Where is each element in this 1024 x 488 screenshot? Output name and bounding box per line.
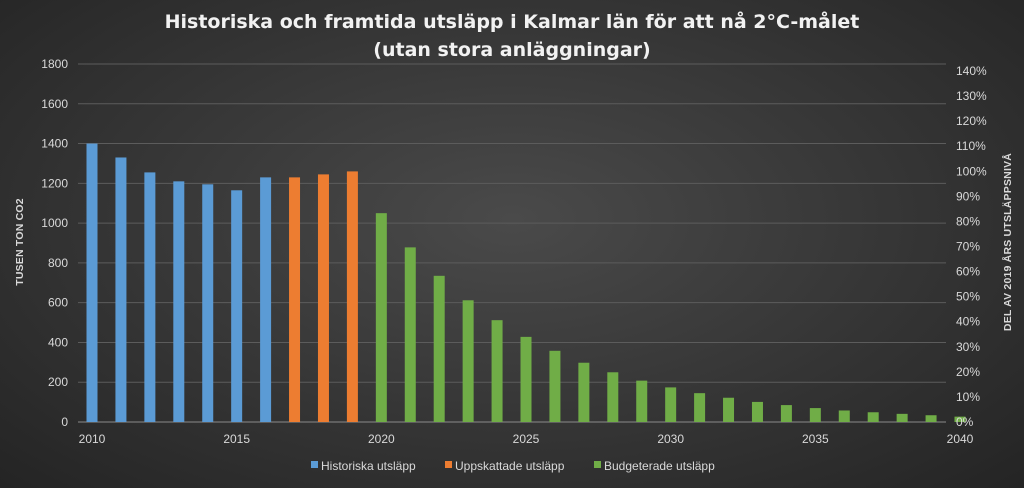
y2-tick-label: 70%: [956, 240, 980, 254]
bar: [346, 171, 358, 422]
y2-tick-label: 0%: [956, 415, 974, 429]
bar: [86, 143, 98, 423]
bar: [896, 413, 908, 422]
bar: [231, 190, 243, 422]
y2-tick-label: 30%: [956, 340, 980, 354]
x-tick-label: 2040: [947, 432, 974, 446]
legend-swatch: [445, 461, 452, 468]
bar: [607, 372, 619, 422]
bar: [260, 177, 272, 422]
gridlines: [78, 63, 946, 423]
y2-tick-label: 140%: [956, 64, 987, 78]
y2-tick-label: 80%: [956, 214, 980, 228]
bar: [404, 247, 416, 422]
x-tick-label: 2030: [657, 432, 684, 446]
x-tick-label: 2025: [513, 432, 540, 446]
bar: [289, 177, 301, 422]
y-tick-label: 1600: [41, 97, 68, 111]
legend: Historiska utsläpp Uppskattade utsläpp Bud…: [311, 459, 715, 473]
bar: [520, 336, 532, 422]
bar: [115, 157, 127, 422]
x-tick-label: 2010: [79, 432, 106, 446]
chart-title-line1: Historiska och framtida utsläpp i Kalmar…: [165, 9, 860, 33]
bar: [636, 380, 648, 422]
bar: [317, 174, 329, 422]
bar: [809, 408, 821, 422]
bar: [723, 397, 735, 422]
bar: [838, 410, 850, 422]
bars: [86, 143, 966, 423]
bar: [578, 362, 590, 422]
legend-label: Historiska utsläpp: [321, 459, 416, 473]
y2-tick-label: 110%: [956, 139, 986, 153]
legend-label: Budgeterade utsläpp: [604, 459, 715, 473]
bar: [433, 275, 445, 422]
y2-tick-label: 90%: [956, 189, 980, 203]
legend-swatch: [311, 461, 318, 468]
y-axis-ticks: 0 200 400 600 800 1000 1200 1400 1600 1800: [41, 57, 68, 429]
y-tick-label: 200: [48, 375, 68, 389]
y-tick-label: 1800: [41, 57, 68, 71]
y-tick-label: 1200: [41, 176, 68, 190]
y2-axis-ticks: 0% 10% 20% 30% 40% 50% 60% 70% 80% 90% 100% 110% 120…: [956, 64, 987, 429]
y-tick-label: 1000: [41, 216, 68, 230]
bar: [375, 213, 387, 422]
bar: [549, 350, 561, 422]
y2-tick-label: 120%: [956, 114, 987, 128]
y-axis-title: TUSEN TON CO2: [14, 198, 26, 286]
y2-tick-label: 130%: [956, 89, 987, 103]
y-tick-label: 1400: [41, 137, 68, 151]
bar: [144, 172, 156, 422]
bar: [867, 412, 879, 422]
legend-swatch: [594, 461, 601, 468]
bar: [925, 415, 937, 422]
bar: [751, 401, 763, 422]
bar: [491, 320, 503, 422]
y-tick-label: 600: [48, 296, 68, 310]
y2-tick-label: 100%: [956, 164, 987, 178]
bar: [462, 300, 474, 422]
y-tick-label: 400: [48, 335, 68, 349]
y2-tick-label: 10%: [956, 390, 980, 404]
x-tick-label: 2020: [368, 432, 395, 446]
bar: [780, 405, 792, 422]
bar: [694, 393, 706, 422]
y2-axis-title: DEL AV 2019 ÅRS UTSLÄPPSNIVÅ: [1001, 153, 1014, 331]
x-tick-label: 2015: [223, 432, 250, 446]
bar: [954, 416, 966, 422]
bar: [665, 387, 677, 422]
y-tick-label: 800: [48, 256, 68, 270]
y2-tick-label: 60%: [956, 265, 980, 279]
y2-tick-label: 50%: [956, 290, 980, 304]
chart-title-line2: (utan stora anläggningar): [373, 39, 650, 61]
x-axis-ticks: 2010 2015 2020 2025 2030 2035 2040: [79, 432, 974, 446]
legend-label: Uppskattade utsläpp: [455, 459, 565, 473]
x-tick-label: 2035: [802, 432, 829, 446]
y2-tick-label: 40%: [956, 315, 980, 329]
bar: [173, 181, 185, 422]
bar: [202, 184, 214, 422]
y-tick-label: 0: [61, 415, 68, 429]
y2-tick-label: 20%: [956, 365, 980, 379]
